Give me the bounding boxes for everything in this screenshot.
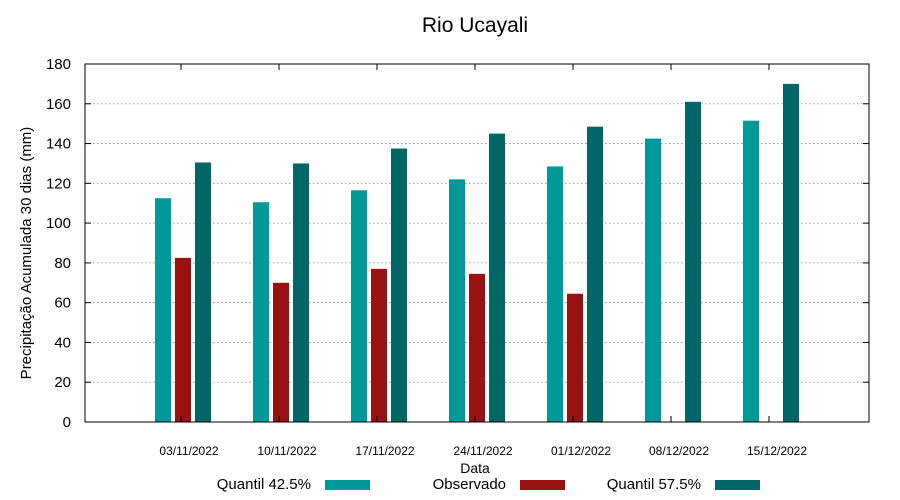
bar (273, 282, 289, 422)
y-tick-label: 100 (46, 215, 71, 232)
x-tick-label: 24/11/2022 (453, 444, 512, 458)
bar (567, 293, 583, 422)
legend-swatch (715, 480, 760, 490)
bars (155, 83, 799, 423)
bar (371, 268, 387, 422)
x-axis: 03/11/2022 10/11/2022 17/11/2022 24/11/2022… (159, 64, 807, 458)
legend-swatch (325, 480, 370, 490)
y-tick-label: 0 (63, 414, 71, 431)
bar (175, 257, 191, 422)
legend-label: Observado (433, 476, 506, 493)
y-tick-label: 60 (54, 295, 71, 312)
legend-swatch (520, 480, 565, 490)
y-tick-label: 20 (54, 374, 71, 391)
bar (783, 83, 799, 422)
bar (351, 190, 367, 422)
legend-label: Quantil 42.5% (217, 476, 311, 493)
y-axis: 0 20 40 60 80 100 120 140 160 180 (46, 56, 869, 431)
bar (685, 101, 701, 423)
y-tick-label: 120 (46, 175, 71, 192)
bar (743, 120, 759, 422)
legend-label: Quantil 57.5% (607, 476, 701, 493)
y-tick-label: 180 (46, 56, 71, 73)
bar (391, 148, 407, 422)
x-tick-label: 15/12/2022 (747, 444, 807, 458)
y-tick-label: 40 (54, 334, 71, 351)
bar (195, 162, 211, 422)
y-tick-label: 140 (46, 136, 71, 153)
bar (293, 163, 309, 422)
x-tick-label: 03/11/2022 (159, 444, 218, 458)
bar (469, 273, 485, 422)
bar (155, 198, 171, 422)
y-tick-label: 160 (46, 96, 71, 113)
bar (449, 179, 465, 422)
chart-title: Rio Ucayali (422, 14, 528, 37)
bar (547, 166, 563, 422)
bar (587, 126, 603, 423)
x-tick-label: 10/11/2022 (257, 444, 316, 458)
y-tick-label: 80 (54, 255, 71, 272)
bar (489, 133, 505, 422)
bar (645, 138, 661, 423)
bar (253, 202, 269, 422)
x-tick-label: 17/11/2022 (355, 444, 414, 458)
legend: Quantil 42.5% Observado Quantil 57.5% (217, 476, 760, 493)
y-axis-label: Precipitação Acumulada 30 dias (mm) (18, 127, 35, 380)
x-axis-label: Data (460, 460, 490, 476)
x-tick-label: 08/12/2022 (649, 444, 709, 458)
plot-frame (84, 63, 870, 423)
x-tick-label: 01/12/2022 (551, 444, 611, 458)
